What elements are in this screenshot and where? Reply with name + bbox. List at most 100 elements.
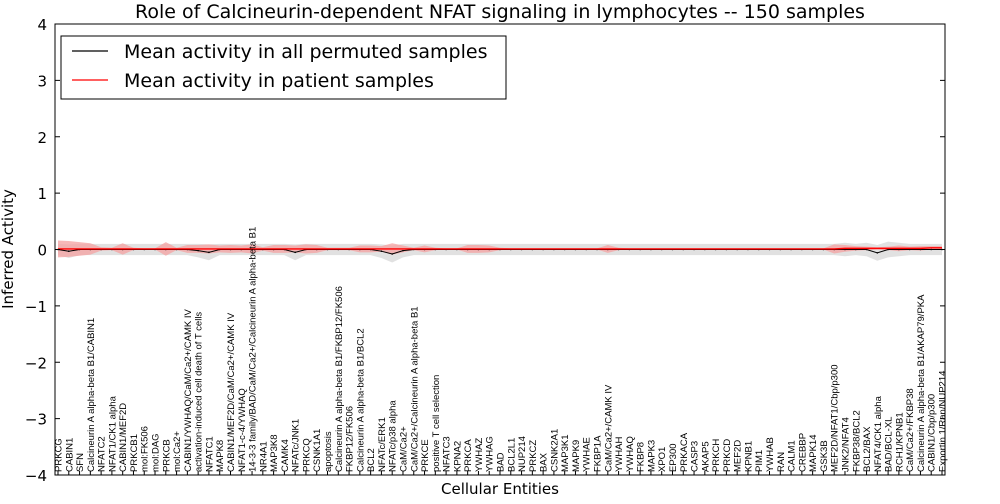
x-tick-label: PRKCQ <box>301 438 312 472</box>
x-tick-label: MAPK14 <box>808 435 819 473</box>
x-tick-label: GSK3B <box>819 440 830 472</box>
data-point <box>908 248 911 251</box>
x-tick-label: RAN <box>776 452 787 472</box>
y-tick-label: −2 <box>25 354 47 372</box>
data-point <box>898 248 900 251</box>
x-tick-label: NFAT1/CK1 alpha <box>107 395 118 472</box>
x-tick-label: FKBP8 <box>636 442 647 472</box>
x-tick-label: 14-3-3 family/BAD/CaM/Ca2+/Calcineurin A… <box>248 227 259 472</box>
x-tick-label: PRKCA <box>463 439 474 472</box>
x-tick-label: BAD <box>496 452 507 472</box>
x-tick-label: PRKCD <box>722 439 733 472</box>
x-tick-label: BCL2/BAX <box>862 426 873 472</box>
data-point <box>844 248 846 251</box>
x-tick-label: BCL2 <box>366 448 377 472</box>
x-tick-label: PRKCE <box>420 439 431 472</box>
x-tick-label: apoptosis <box>323 431 334 472</box>
x-tick-label: MEF2D <box>733 440 744 472</box>
y-tick-label: 1 <box>37 185 47 203</box>
x-tick-label: FKBP1A <box>593 435 604 472</box>
x-tick-label: KPNB1 <box>743 441 754 472</box>
data-point <box>391 253 393 255</box>
x-tick-label: mol:FK506 <box>140 426 151 472</box>
x-tick-label: PRKCH <box>711 439 722 472</box>
data-point <box>380 250 383 252</box>
x-tick-label: YWHAQ <box>625 436 636 472</box>
chart-title: Role of Calcineurin-dependent NFAT signa… <box>135 1 865 23</box>
x-tick-label: CSNK2A1 <box>549 429 560 472</box>
x-tick-label: PIM1 <box>754 450 765 472</box>
x-tick-label: BCL2L1 <box>506 438 517 472</box>
x-tick-label: CaM/Ca2+/Calcineurin A alpha-beta B1 <box>409 306 420 472</box>
x-axis-label: Cellular Entities <box>441 480 559 498</box>
x-tick-label: NFATc/p38 alpha <box>388 400 399 472</box>
data-point <box>402 249 404 252</box>
x-tick-label: NUP214 <box>517 436 528 472</box>
x-tick-label: CSNK1A1 <box>312 429 323 472</box>
x-tick-label: Calcineurin A alpha-beta B1/FKBP12/FK506 <box>334 286 345 472</box>
x-tick-label: NFATC2 <box>97 436 108 472</box>
data-point <box>930 248 933 251</box>
line-patient <box>58 247 942 250</box>
data-point <box>887 248 889 251</box>
x-tick-label: NFATC1 <box>204 436 215 472</box>
x-tick-label: NFATC3 <box>442 436 453 472</box>
x-tick-label: NFAT1-c-4/YWHAQ <box>237 388 248 472</box>
data-point <box>67 250 70 252</box>
x-tick-label: Calcineurin A alpha-beta B1/AKAP79/PKA <box>916 294 927 472</box>
y-axis-label: Inferred Activity <box>0 189 17 309</box>
x-tick-label: SFN <box>75 453 86 472</box>
x-tick-label: PRKCB <box>161 439 172 472</box>
x-tick-label: XPO1 <box>657 447 668 472</box>
x-tick-label: FKBP38/BCL2 <box>851 410 862 472</box>
x-tick-label: CABIN1/MEF2D <box>118 403 129 472</box>
legend-label-patient: Mean activity in patient samples <box>124 70 434 92</box>
legend-box <box>60 35 507 100</box>
x-tick-label: CABIN1/YWHAQ/CaM/Ca2+/CAMK IV <box>183 308 194 472</box>
data-point <box>854 248 857 251</box>
x-tick-label: AKAP5 <box>700 441 711 472</box>
y-tick-label: 3 <box>37 72 47 90</box>
x-tick-label: YWHAG <box>485 436 496 472</box>
x-tick-label: MEF2D/NFAT1/Cbp/p300 <box>830 364 841 472</box>
x-tick-label: MAPK8 <box>215 440 226 472</box>
x-tick-label: CREBBP <box>797 433 808 472</box>
x-tick-label: YWHAH <box>614 437 625 473</box>
x-tick-label: NFAT4/CK1 alpha <box>873 395 884 472</box>
y-tick-label: 0 <box>37 242 47 260</box>
x-tick-label: mol:Ca2+ <box>172 431 183 472</box>
x-tick-label: NFATc/ERK1 <box>377 417 388 472</box>
x-tick-label: MAPK3 <box>646 440 657 472</box>
x-tick-label: CaM/Ca2+/FKBP38 <box>905 388 916 472</box>
x-tick-label: MAP3K8 <box>269 435 280 473</box>
x-tick-label: Exportin 1/Ran/NUP214 <box>938 371 949 472</box>
y-tick-label: −4 <box>25 467 47 485</box>
x-tick-label: JNK2/NFAT4 <box>840 417 851 472</box>
x-tick-label: CaM/Ca2+ <box>398 426 409 472</box>
x-tick-label: CaM/Ca2+/CAMK IV <box>603 384 614 472</box>
x-tick-label: YWHAE <box>582 437 593 472</box>
y-ticks: 4 3 2 1 0 −1 −2 −3 −4 <box>25 16 945 485</box>
legend-label-permuted: Mean activity in all permuted samples <box>124 41 487 63</box>
bands <box>58 240 942 263</box>
x-tick-label: YWHAZ <box>474 438 485 473</box>
x-tick-label: PRKCG <box>54 438 65 472</box>
x-tick-label: CASP3 <box>690 441 701 472</box>
y-tick-label: 4 <box>37 16 47 34</box>
x-tick-label: BAX <box>539 452 550 472</box>
x-tick-label: CAMK4 <box>280 439 291 472</box>
x-tick-label: mol:DAG <box>151 433 162 472</box>
data-point <box>197 249 199 252</box>
series-lines <box>57 247 943 255</box>
x-tick-label: PRKCZ <box>528 440 539 472</box>
y-tick-label: −1 <box>25 298 47 316</box>
x-tick-label: CALM1 <box>787 440 798 472</box>
x-tick-label: MAPK9 <box>571 440 582 472</box>
data-point <box>876 252 879 254</box>
x-tick-label: NR4A1 <box>258 441 269 472</box>
y-tick-label: 2 <box>37 129 47 147</box>
x-tick-labels: PRKCG CABIN1 SFN Calcineurin A alpha-beta B… <box>54 227 949 475</box>
data-point <box>294 251 296 254</box>
x-tick-label: NFATc/JNK1 <box>291 419 302 472</box>
x-tick-label: PRKCB1 <box>129 434 140 472</box>
